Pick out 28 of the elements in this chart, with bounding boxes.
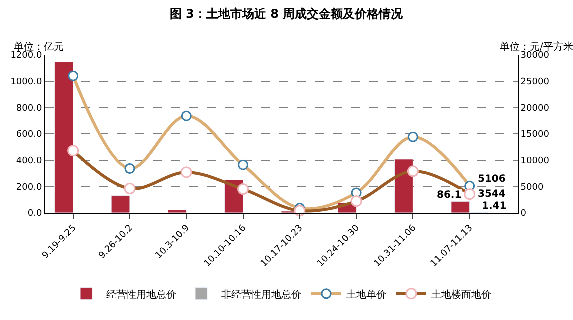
y-tick-label: 1000.0 (10, 77, 42, 88)
data-label: 3544 (478, 189, 506, 200)
legend-label: 非经营性用地总价 (222, 288, 302, 301)
y-tick-label: 200.0 (16, 182, 42, 193)
legend-label: 经营性用地总价 (106, 288, 176, 301)
legend-label: 土地楼面地价 (432, 288, 492, 301)
y-tick-label: 800.0 (16, 104, 42, 114)
bar (111, 196, 130, 213)
y2-tick-label: 30000 (520, 51, 550, 62)
data-label: 86.1 (437, 190, 462, 201)
legend-label: 土地单价 (346, 288, 386, 301)
chart-title: 图 3：土地市场近 8 周成交金额及价格情况 (170, 7, 404, 21)
bar (394, 159, 414, 213)
y-axis-title: 单位：亿元 (14, 41, 64, 53)
y-tick-label: 0.0 (28, 209, 42, 220)
y-tick-label: 1200.0 (10, 51, 42, 62)
y2-tick-label: 10000 (520, 156, 550, 166)
y2-tick-label: 25000 (520, 77, 550, 88)
data-label: 1.41 (482, 201, 507, 212)
y-tick-label: 600.0 (16, 130, 42, 140)
y2-tick-label: 20000 (520, 104, 550, 114)
bar (54, 62, 74, 213)
y2-tick-label: 0 (520, 209, 527, 220)
y2-tick-label: 5000 (520, 182, 544, 193)
y-tick-label: 400.0 (16, 156, 42, 166)
y2-tick-label: 15000 (520, 130, 550, 140)
bar (168, 210, 187, 213)
data-label: 5106 (478, 174, 506, 185)
